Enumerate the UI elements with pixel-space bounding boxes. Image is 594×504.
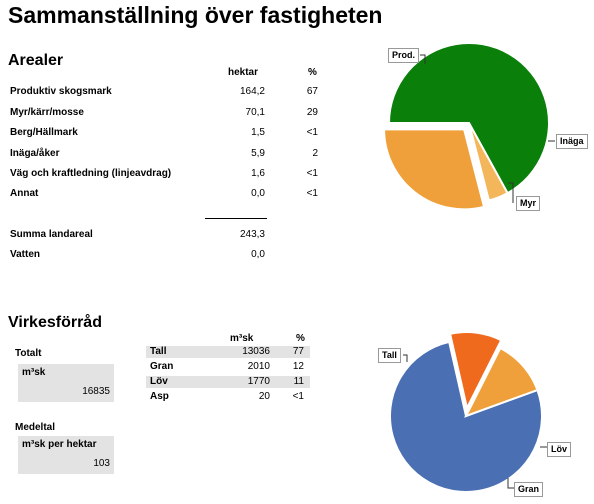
- per-hektar-value: 103: [93, 458, 110, 469]
- virke-row-pct: 11: [293, 376, 304, 387]
- virke-row-pct: 77: [292, 346, 304, 357]
- virke-row-label: Asp: [150, 391, 169, 402]
- col-pct-header: %: [308, 67, 317, 78]
- virke-row-m3sk: 13036: [242, 346, 270, 357]
- pie-label-myr: Myr: [516, 196, 541, 211]
- virke-col-m3sk-header: m³sk: [230, 333, 254, 344]
- totalt-label: Totalt: [15, 348, 42, 359]
- virke-col-pct-header: %: [296, 333, 305, 344]
- vatten-label: Vatten: [10, 249, 41, 260]
- pie-label-gran: Gran: [514, 482, 544, 497]
- virke-pie-leader-line: [403, 354, 408, 362]
- virke-row-m3sk: 20: [258, 391, 270, 402]
- totalt-value: 16835: [82, 386, 110, 397]
- arealer-pie-leader-line: [420, 54, 426, 64]
- virke-row-pct: <1: [292, 391, 304, 402]
- arealer-pie-slice: [468, 122, 509, 202]
- pie-label-tall: Tall: [378, 348, 401, 363]
- arealer-row-pct: <1: [306, 127, 318, 138]
- medeltal-label: Medeltal: [15, 422, 56, 433]
- virke-row-label: Löv: [150, 376, 168, 387]
- arealer-row-hektar: 5,9: [251, 148, 265, 159]
- virke-row-m3sk: 1770: [247, 376, 270, 387]
- col-hektar-header: hektar: [228, 67, 259, 78]
- arealer-row-label: Annat: [10, 188, 39, 199]
- summa-label: Summa landareal: [10, 229, 93, 240]
- arealer-row-label: Berg/Hällmark: [10, 127, 78, 138]
- arealer-row-label: Myr/kärr/mosse: [10, 107, 84, 118]
- arealer-row-pct: 2: [312, 148, 318, 159]
- arealer-row-hektar: 0,0: [251, 188, 265, 199]
- arealer-row-hektar: 164,2: [239, 86, 265, 97]
- totalt-unit-label: m³sk: [22, 367, 46, 378]
- virke-row: Asp 20 <1: [146, 391, 310, 403]
- arealer-row-pct: <1: [306, 168, 318, 179]
- virke-pie-slice: [448, 331, 503, 411]
- virke-row-m3sk: 2010: [247, 361, 270, 372]
- arealer-row-pct: 67: [306, 86, 318, 97]
- virke-row: Tall 13036 77: [146, 346, 310, 358]
- vatten-value: 0,0: [251, 249, 265, 260]
- virke-row: Löv 1770 11: [146, 376, 310, 388]
- arealer-row-hektar: 1,5: [251, 127, 265, 138]
- arealer-row-pct: <1: [306, 188, 318, 199]
- per-hektar-label: m³sk per hektar: [22, 439, 97, 450]
- virke-row: Gran 2010 12: [146, 361, 310, 373]
- summa-value: 243,3: [239, 229, 265, 240]
- pie-label-inaga: Inäga: [556, 134, 588, 149]
- arealer-heading: Arealer: [8, 52, 64, 69]
- pie-label-lov: Löv: [547, 442, 572, 457]
- medeltal-box: m³sk per hektar 103: [18, 436, 114, 474]
- sum-divider: [205, 218, 267, 219]
- arealer-row-pct: 29: [306, 107, 318, 118]
- arealer-row-label: Produktiv skogsmark: [10, 86, 112, 97]
- virke-row-label: Tall: [150, 346, 167, 357]
- virke-pie-slice: [463, 346, 539, 418]
- arealer-pie-slice: [383, 128, 486, 211]
- arealer-pie-slice: [387, 42, 550, 195]
- virke-row-label: Gran: [150, 361, 174, 372]
- arealer-pie-leader-line: [508, 182, 514, 203]
- virke-heading: Virkesförråd: [8, 314, 102, 331]
- totalt-box: m³sk 16835: [18, 364, 114, 402]
- virke-row-pct: 12: [292, 361, 304, 372]
- page-title: Sammanställning över fastigheten: [8, 2, 383, 28]
- arealer-row-label: Väg och kraftledning (linjeavdrag): [10, 168, 172, 179]
- arealer-row-hektar: 70,1: [245, 107, 265, 118]
- arealer-row-hektar: 1,6: [251, 168, 265, 179]
- virke-pie-slice: [389, 340, 543, 493]
- arealer-row-label: Inäga/åker: [10, 148, 60, 159]
- pie-label-prod: Prod.: [388, 48, 420, 63]
